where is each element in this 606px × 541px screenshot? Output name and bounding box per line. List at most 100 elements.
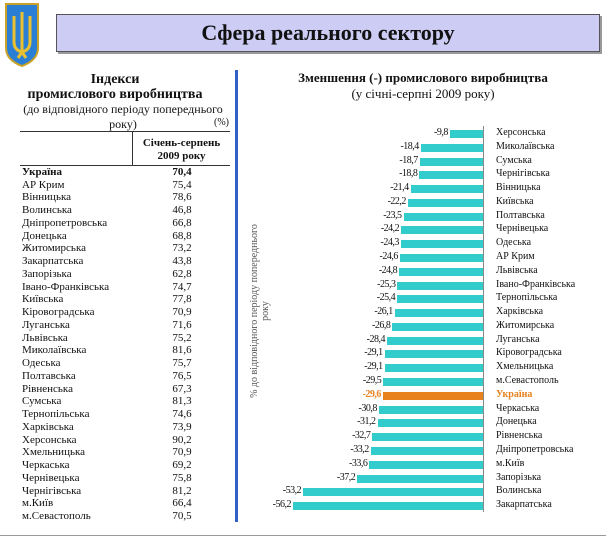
table-row: Черкаська 69,2 [22, 459, 230, 472]
index-value: 62,8 [172, 267, 192, 280]
region-name: Сумська [22, 395, 62, 408]
category-label: Київська [496, 195, 534, 207]
bar-value-label: -26,1 [374, 306, 393, 318]
category-label: Чернівецька [496, 223, 549, 235]
table-row: Миколаївська 81,6 [22, 344, 230, 357]
region-name: Донецька [22, 229, 67, 242]
table-column-divider [132, 131, 133, 165]
region-name: Волинська [22, 204, 72, 217]
bar [394, 309, 483, 318]
bar [384, 364, 483, 373]
table-row: Львівська 75,2 [22, 332, 230, 345]
region-name: Миколаївська [22, 344, 87, 357]
table-row: Тернопільська 74,6 [22, 408, 230, 421]
bar [420, 143, 483, 152]
category-label: Львівська [496, 264, 538, 276]
table-row: Івано-Франківська 74,7 [22, 281, 230, 294]
region-name: Черкаська [22, 459, 70, 472]
region-name: Полтавська [22, 369, 76, 382]
region-name: Чернівецька [22, 471, 80, 484]
index-value: 43,8 [172, 255, 192, 268]
table-row: м.Київ 66,4 [22, 497, 230, 510]
bar-value-label: -29,6 [362, 388, 382, 400]
bar-value-label: -33,2 [350, 443, 369, 455]
bar [378, 405, 483, 414]
region-name: Дніпропетровська [22, 216, 108, 229]
index-value: 75,8 [172, 471, 192, 484]
table-row: Вінницька 78,6 [22, 191, 230, 204]
region-name: АР Крим [22, 178, 65, 191]
bar-value-label: -24,6 [379, 251, 398, 263]
bar-value-label: -22,2 [387, 195, 407, 207]
index-value: 74,6 [172, 408, 192, 421]
region-name: Україна [22, 166, 63, 178]
table-row: Херсонська 90,2 [22, 434, 230, 447]
bar [399, 267, 483, 276]
region-name: Чернігівська [22, 484, 82, 497]
bar [382, 391, 483, 400]
table-row: Кіровоградська 70,9 [22, 306, 230, 319]
category-label: Сумська [496, 154, 532, 166]
bar [449, 130, 483, 138]
region-name: Закарпатська [22, 255, 84, 268]
bar-value-label: -28,4 [366, 333, 386, 345]
table-row: Чернівецька 75,8 [22, 472, 230, 485]
category-label: Луганська [496, 333, 540, 345]
category-label: Дніпропетровська [496, 443, 574, 455]
chart-y-axis-label: % до відповідного періоду попереднього р… [249, 224, 271, 398]
category-label: Вінницька [496, 182, 541, 194]
index-value: 73,2 [172, 242, 192, 255]
index-value: 81,2 [172, 484, 192, 497]
bar-value-label: -23,5 [383, 209, 402, 221]
category-label: Хмельницька [496, 361, 554, 373]
region-name: Запорізька [22, 267, 72, 280]
region-name: Івано-Франківська [22, 280, 110, 293]
region-name: Львівська [22, 331, 68, 344]
bar-value-label: -37,2 [336, 471, 356, 483]
column-header: Січень-серпень 2009 року [133, 137, 230, 163]
index-value: 77,8 [172, 293, 192, 306]
bar-value-label: -32,7 [352, 430, 371, 442]
table-row: Київська 77,8 [22, 293, 230, 306]
index-value: 90,2 [172, 433, 192, 446]
bar-value-label: -24,3 [380, 237, 400, 249]
bar [383, 378, 483, 387]
table-row: Полтавська 76,5 [22, 370, 230, 383]
region-name: м.Київ [22, 497, 54, 510]
bar-value-label: -24,8 [378, 264, 398, 276]
region-name: Херсонська [22, 433, 77, 446]
bottom-rule [0, 535, 606, 536]
region-name: Кіровоградська [22, 306, 95, 319]
category-label: Миколаївська [496, 140, 555, 152]
region-name: Вінницька [22, 191, 72, 204]
category-label: Херсонська [496, 127, 546, 138]
region-name: Рівненська [22, 382, 73, 395]
index-value: 75,7 [172, 357, 192, 370]
table-row: Україна 70,4 [22, 166, 230, 179]
bar [357, 474, 483, 483]
category-label: м.Київ [496, 457, 525, 469]
category-label: Харківська [496, 306, 544, 318]
index-value: 66,4 [172, 497, 192, 510]
region-name: Харківська [22, 420, 74, 433]
category-label: Чернігівська [496, 168, 550, 180]
region-name: Житомирська [22, 242, 87, 255]
table-top-rule [20, 131, 230, 132]
bar-value-label: -18,8 [399, 168, 418, 180]
category-label: Тернопільська [496, 292, 558, 304]
table-row: Закарпатська 43,8 [22, 255, 230, 268]
category-label: АР Крим [496, 251, 535, 263]
category-label: Запорізька [496, 471, 542, 483]
index-value: 81,3 [172, 395, 192, 408]
category-label: Черкаська [496, 402, 540, 414]
category-label: Донецька [496, 416, 537, 428]
bar [369, 460, 483, 469]
table-row: Одеська 75,7 [22, 357, 230, 370]
bar [401, 226, 483, 235]
index-value: 75,2 [172, 331, 192, 344]
category-label: Одеська [496, 237, 532, 249]
region-name: Одеська [22, 357, 61, 370]
bar [293, 502, 483, 511]
bar-value-label: -33,6 [349, 457, 368, 469]
